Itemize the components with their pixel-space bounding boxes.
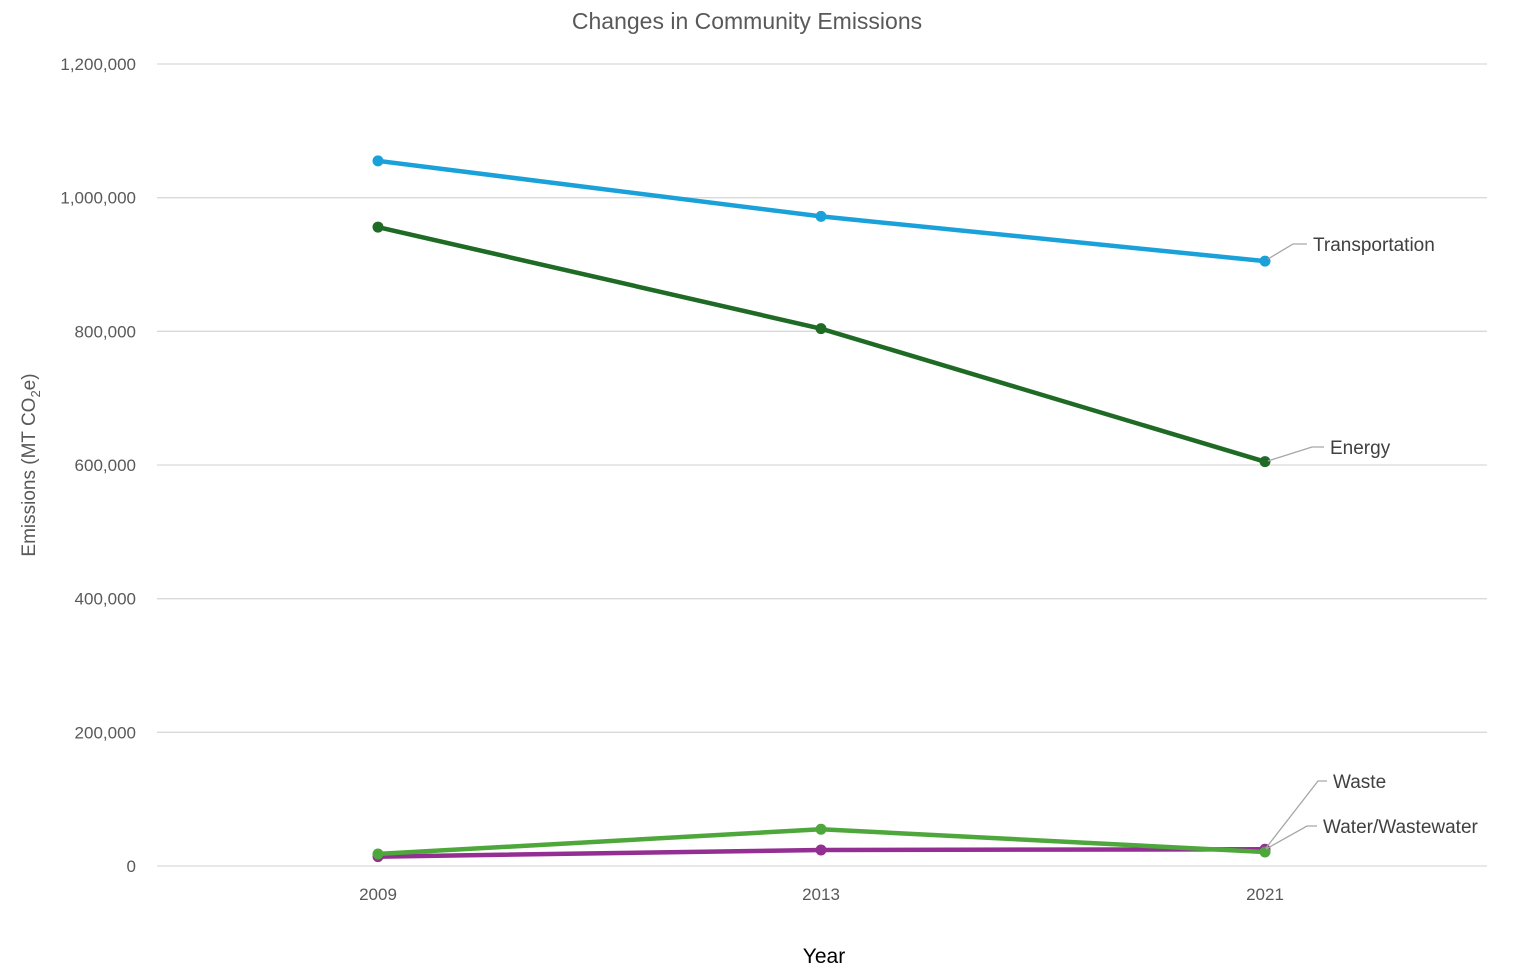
x-tick-label: 2021 <box>1246 885 1284 904</box>
series-label-leader <box>1267 446 1324 462</box>
x-tick-label: 2013 <box>802 885 840 904</box>
series-line-energy <box>375 224 1268 464</box>
series-label-leader <box>1267 243 1307 260</box>
series-label-leader <box>1265 780 1327 849</box>
series-labels: Transportation Energy Waste Water/Wastewate… <box>1265 235 1479 850</box>
series-label: Waste <box>1333 772 1386 793</box>
data-point-energy <box>1259 456 1271 468</box>
x-tick-labels: 2009 2013 2021 <box>359 885 1284 904</box>
data-point-waste <box>815 844 827 856</box>
x-axis-title: Year <box>803 945 845 968</box>
chart-title: Changes in Community Emissions <box>572 8 922 34</box>
series-label: Transportation <box>1313 235 1435 256</box>
x-tick-label: 2009 <box>359 885 397 904</box>
series-label: Water/Wastewater <box>1323 817 1479 838</box>
y-tick-label: 0 <box>127 857 136 876</box>
y-axis-title-subscript: 2 <box>28 390 43 397</box>
y-tick-label: 600,000 <box>75 456 136 475</box>
y-tick-label: 200,000 <box>75 723 136 742</box>
data-point-water-wastewater <box>372 848 384 860</box>
y-tick-label: 1,000,000 <box>60 189 136 208</box>
data-point-transportation <box>1259 255 1271 267</box>
y-tick-label: 1,200,000 <box>60 55 136 74</box>
data-point-water-wastewater <box>815 823 827 835</box>
series-label-leader <box>1265 825 1317 850</box>
gridlines <box>157 63 1487 867</box>
data-point-transportation <box>372 155 384 167</box>
y-tick-label: 800,000 <box>75 322 136 341</box>
y-axis-title-part: e) <box>19 373 40 390</box>
data-point-transportation <box>815 210 827 222</box>
y-axis-title-part: Emissions (MT CO <box>19 398 40 557</box>
series-group <box>372 155 1271 863</box>
data-point-energy <box>372 221 384 233</box>
data-point-water-wastewater <box>1259 846 1271 858</box>
data-point-energy <box>815 323 827 335</box>
y-tick-labels: 0 200,000 400,000 600,000 800,000 1,000,000 1,… <box>60 55 136 876</box>
y-axis-title: Emissions (MT CO2e) <box>19 373 43 556</box>
series-label: Energy <box>1330 438 1391 459</box>
y-tick-label: 400,000 <box>75 590 136 609</box>
